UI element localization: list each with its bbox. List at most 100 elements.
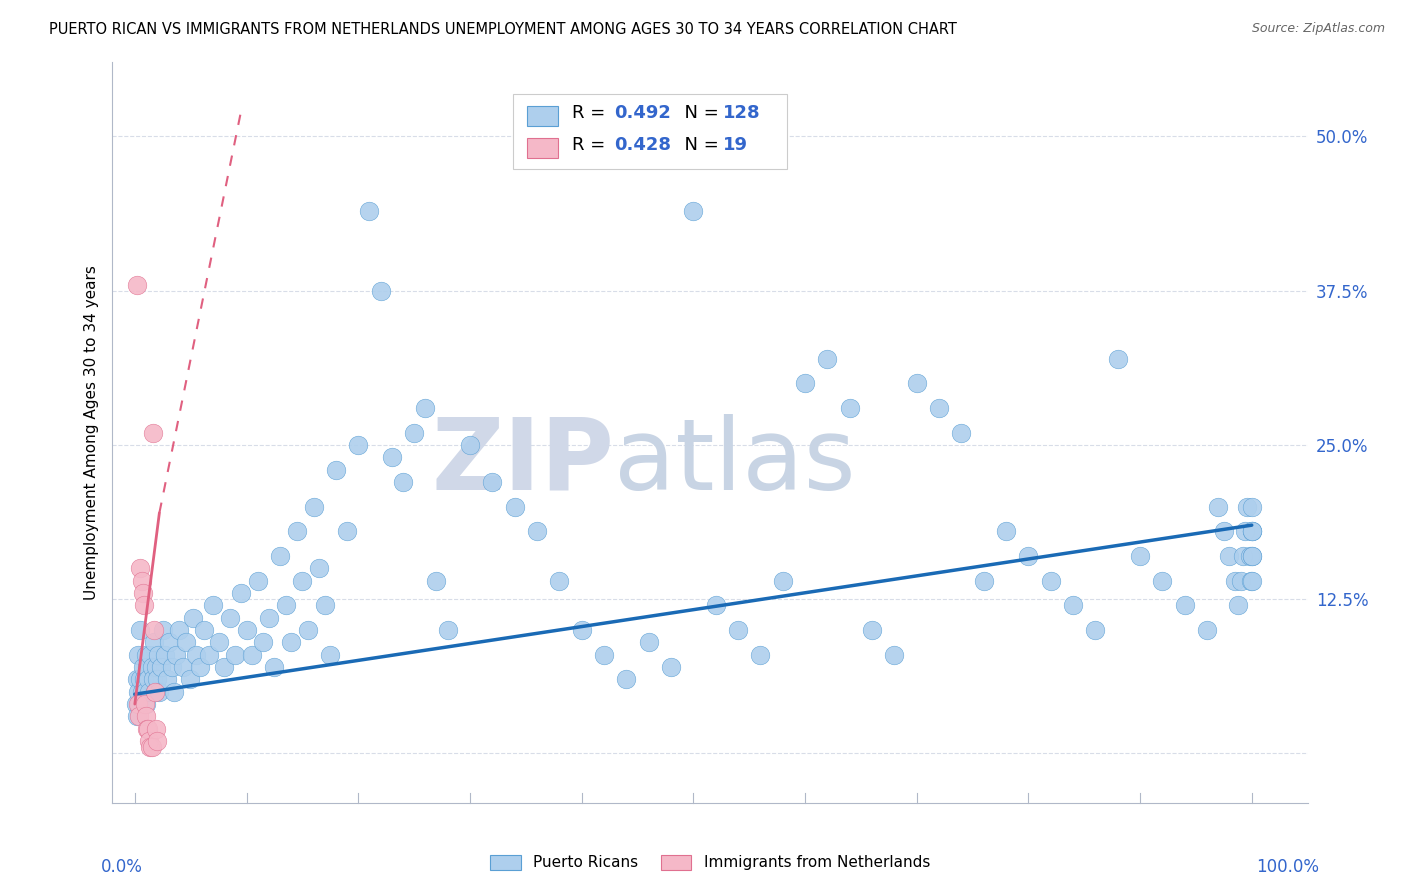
Text: 0.0%: 0.0% — [101, 858, 142, 876]
Point — [131, 685, 153, 699]
Point — [174, 635, 197, 649]
Text: N =: N = — [673, 104, 725, 122]
Point — [274, 599, 297, 613]
Point — [593, 648, 616, 662]
Point — [772, 574, 794, 588]
Point — [132, 673, 155, 687]
Point — [325, 462, 347, 476]
Point — [285, 524, 308, 539]
Point — [142, 635, 165, 649]
Point — [526, 524, 548, 539]
Text: PUERTO RICAN VS IMMIGRANTS FROM NETHERLANDS UNEMPLOYMENT AMONG AGES 30 TO 34 YEA: PUERTO RICAN VS IMMIGRANTS FROM NETHERLA… — [49, 22, 957, 37]
Point — [142, 425, 165, 440]
Point — [1240, 549, 1263, 563]
Point — [1039, 574, 1062, 588]
Point — [207, 635, 229, 649]
Point — [125, 709, 148, 723]
Point — [142, 673, 165, 687]
Point — [1232, 549, 1254, 563]
Point — [160, 660, 183, 674]
Point — [135, 709, 157, 723]
Point — [141, 660, 163, 674]
Point — [169, 623, 191, 637]
Point — [503, 500, 526, 514]
Point — [1017, 549, 1039, 563]
Point — [136, 660, 159, 674]
Point — [193, 623, 215, 637]
Point — [1197, 623, 1219, 637]
Point — [1236, 500, 1258, 514]
Point — [134, 685, 156, 699]
Point — [197, 648, 219, 662]
Point — [637, 635, 659, 649]
Point — [263, 660, 285, 674]
Point — [132, 599, 155, 613]
Point — [1240, 574, 1263, 588]
Text: R =: R = — [572, 104, 612, 122]
Point — [141, 740, 163, 755]
Point — [1206, 500, 1229, 514]
Point — [152, 623, 174, 637]
Point — [928, 401, 950, 415]
Text: R =: R = — [572, 136, 612, 154]
Text: atlas: atlas — [614, 414, 856, 511]
Text: 128: 128 — [723, 104, 761, 122]
Point — [297, 623, 319, 637]
Point — [159, 635, 181, 649]
Point — [143, 685, 166, 699]
Point — [425, 574, 447, 588]
Text: Source: ZipAtlas.com: Source: ZipAtlas.com — [1251, 22, 1385, 36]
Point — [252, 635, 274, 649]
Point — [163, 685, 186, 699]
Point — [1234, 524, 1257, 539]
Point — [1240, 524, 1263, 539]
Point — [1107, 351, 1129, 366]
Point — [201, 599, 224, 613]
Point — [1240, 524, 1263, 539]
Point — [614, 673, 637, 687]
Point — [218, 611, 240, 625]
Point — [413, 401, 436, 415]
Point — [153, 648, 176, 662]
Point — [188, 660, 211, 674]
Point — [359, 203, 381, 218]
Point — [179, 673, 201, 687]
Point — [224, 648, 246, 662]
Point — [704, 599, 727, 613]
Point — [1240, 524, 1263, 539]
Point — [1240, 500, 1263, 514]
Point — [127, 648, 149, 662]
Point — [749, 648, 772, 662]
Legend: Puerto Ricans, Immigrants from Netherlands: Puerto Ricans, Immigrants from Netherlan… — [484, 848, 936, 877]
Point — [131, 660, 153, 674]
Point — [815, 351, 838, 366]
Point — [139, 648, 162, 662]
Point — [1229, 574, 1251, 588]
Point — [131, 574, 153, 588]
Point — [149, 660, 172, 674]
Text: 19: 19 — [723, 136, 748, 154]
Point — [1240, 549, 1263, 563]
Point — [1227, 599, 1250, 613]
Point — [129, 673, 152, 687]
Point — [142, 623, 165, 637]
Point — [129, 561, 152, 575]
Point — [1212, 524, 1234, 539]
Point — [240, 648, 263, 662]
Point — [1218, 549, 1240, 563]
Point — [165, 648, 187, 662]
Point — [246, 574, 269, 588]
Point — [181, 611, 204, 625]
Point — [235, 623, 257, 637]
Point — [128, 697, 150, 711]
Point — [1129, 549, 1152, 563]
Point — [436, 623, 458, 637]
Point — [135, 697, 157, 711]
Point — [659, 660, 682, 674]
Point — [136, 722, 159, 736]
Point — [131, 586, 153, 600]
Point — [128, 709, 150, 723]
Point — [883, 648, 905, 662]
Point — [1084, 623, 1107, 637]
Point — [1152, 574, 1174, 588]
